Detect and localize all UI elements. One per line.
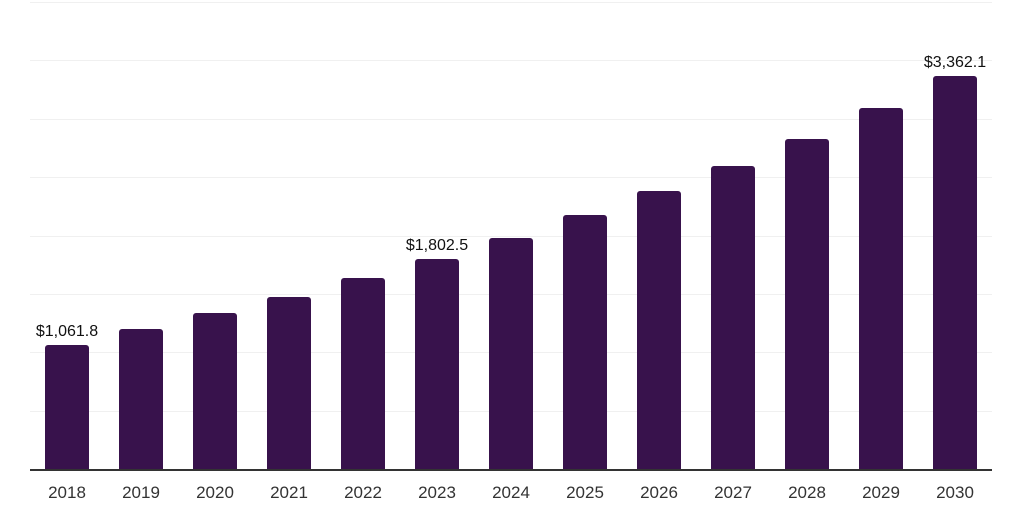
x-tick-2019: 2019 — [122, 483, 160, 502]
bar-group-2029 — [844, 107, 918, 469]
bar-group-2021 — [252, 297, 326, 469]
bar-2020 — [193, 313, 237, 469]
bar-value-label-2018: $1,061.8 — [35, 323, 99, 341]
bar-2030 — [933, 76, 977, 469]
x-tick-2025: 2025 — [566, 483, 604, 502]
x-tick-2021: 2021 — [270, 483, 308, 502]
bar-2025 — [563, 214, 607, 469]
bar-group-2019 — [104, 329, 178, 469]
x-tick-2022: 2022 — [344, 483, 382, 502]
gridline-2500 — [30, 177, 992, 179]
gridline-4000 — [30, 2, 992, 3]
bar-group-2018: $1,061.8 — [30, 324, 104, 469]
gridline-3500 — [30, 60, 992, 62]
x-tick-2024: 2024 — [492, 483, 530, 502]
bars-container: $1,061.8 $1,802.5 $3,362.1 — [30, 2, 992, 469]
bar-group-2027 — [696, 165, 770, 469]
gridline-2000 — [30, 235, 992, 237]
x-tick-2027: 2027 — [714, 483, 752, 502]
x-tick-2029: 2029 — [862, 483, 900, 502]
bar-2029 — [859, 107, 903, 469]
x-tick-2018: 2018 — [48, 483, 86, 502]
bar-value-label-2023: $1,802.5 — [405, 236, 469, 254]
bar-2021 — [267, 297, 311, 469]
bar-value-label-2030: $3,362.1 — [923, 54, 987, 72]
bar-group-2024 — [474, 237, 548, 469]
bar-2022 — [341, 278, 385, 469]
x-tick-2026: 2026 — [640, 483, 678, 502]
bar-group-2026 — [622, 190, 696, 469]
x-tick-2020: 2020 — [196, 483, 234, 502]
bar-2024 — [489, 237, 533, 469]
bar-2026 — [637, 190, 681, 469]
x-tick-2028: 2028 — [788, 483, 826, 502]
bar-group-2022 — [326, 278, 400, 469]
x-tick-2023: 2023 — [418, 483, 456, 502]
bar-group-2030: $3,362.1 — [918, 55, 992, 469]
bar-2023 — [415, 258, 459, 469]
bar-group-2025 — [548, 214, 622, 469]
bar-group-2023: $1,802.5 — [400, 236, 474, 469]
bar-2019 — [119, 329, 163, 469]
x-tick-2030: 2030 — [936, 483, 974, 502]
bar-2028 — [785, 138, 829, 469]
bar-2018 — [45, 345, 89, 469]
bar-group-2028 — [770, 138, 844, 469]
bar-2027 — [711, 165, 755, 469]
x-axis-tick-labels: 2018 2019 2020 2021 2022 2023 2024 2025 2026 2027… — [30, 483, 992, 503]
gridline-3000 — [30, 118, 992, 120]
plot-area: $1,061.8 $1,802.5 $3,362.1 — [30, 2, 992, 471]
bar-group-2020 — [178, 313, 252, 469]
